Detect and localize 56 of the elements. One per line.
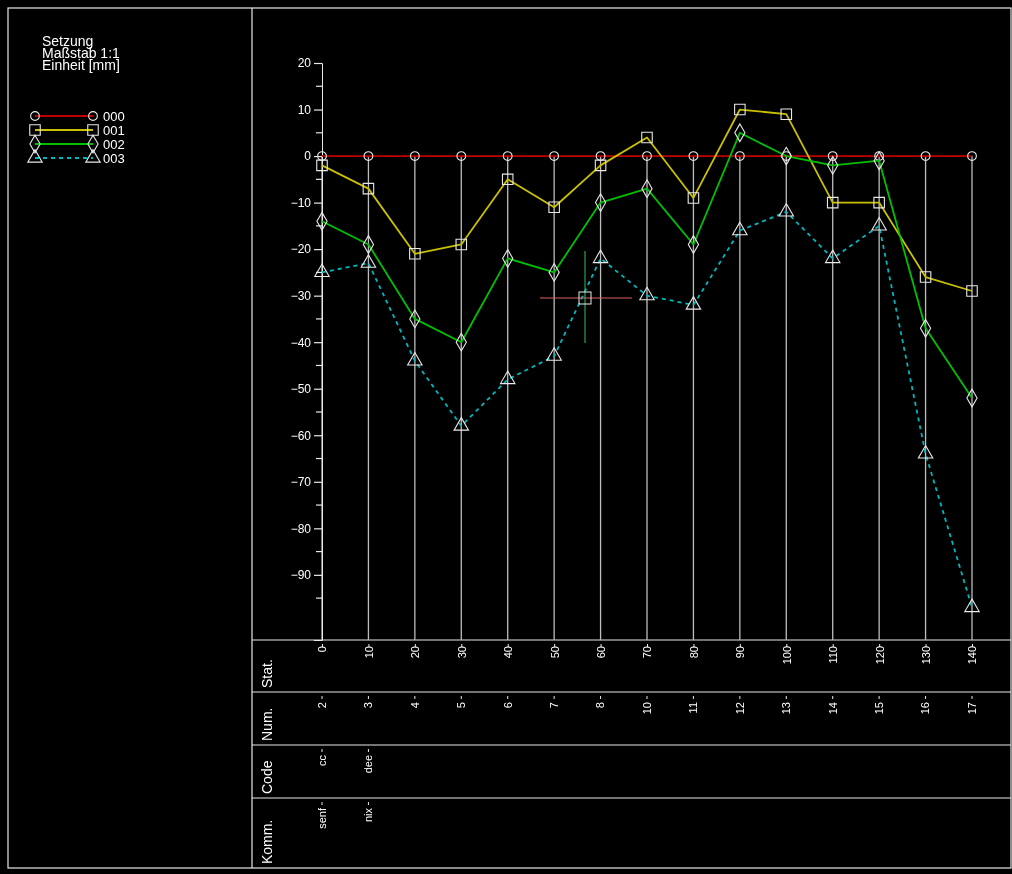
y-tick-label: −90 <box>290 568 312 583</box>
y-tick-label: 20 <box>297 56 312 71</box>
text: senf <box>315 807 328 829</box>
text: Stat. <box>259 659 275 688</box>
text: cc <box>315 754 328 766</box>
text: 17 <box>965 702 978 715</box>
text: 14 <box>826 702 839 715</box>
text: Code <box>259 760 275 794</box>
text: 12 <box>733 702 746 715</box>
y-tick-label: −20 <box>290 242 312 257</box>
x-tick-label: 90 <box>734 646 747 659</box>
text: 16 <box>919 702 932 715</box>
y-tick-label: −10 <box>290 195 312 210</box>
text: 2 <box>315 702 328 709</box>
x-tick-label: 140 <box>966 646 979 665</box>
legend-label: 002 <box>103 136 125 152</box>
x-tick-label: 130 <box>919 646 932 665</box>
text: Num. <box>259 707 275 741</box>
y-tick-label: −80 <box>290 521 312 536</box>
legend-label: 000 <box>103 108 125 124</box>
text: Komm. <box>259 819 275 864</box>
text: nix <box>362 807 375 823</box>
text: 13 <box>780 702 793 715</box>
y-tick-label: 0 <box>304 149 312 164</box>
text: 3 <box>362 702 375 709</box>
text: dee <box>362 755 375 774</box>
text: 7 <box>547 702 560 709</box>
text: 11 <box>687 702 700 714</box>
x-tick-label: 80 <box>687 646 700 659</box>
x-tick-label: 120 <box>873 646 886 665</box>
x-tick-label: 100 <box>780 646 793 665</box>
legend-label: 003 <box>103 150 125 166</box>
y-tick-label: −60 <box>290 428 312 443</box>
text: 10 <box>640 702 653 715</box>
x-tick-label: 60 <box>594 646 607 659</box>
x-tick-label: 30 <box>455 646 468 659</box>
x-tick-label: 50 <box>548 646 561 659</box>
y-tick-label: 10 <box>297 102 312 117</box>
x-tick-label: 110 <box>827 646 840 664</box>
y-tick-label: −30 <box>290 289 312 303</box>
x-tick-label: 40 <box>502 646 515 659</box>
text: Setzung <box>42 33 94 49</box>
text: 6 <box>501 702 514 709</box>
y-tick-label: −50 <box>290 382 312 397</box>
x-tick-label: 20 <box>409 646 422 659</box>
text: 5 <box>455 702 468 709</box>
text: 8 <box>594 702 607 709</box>
y-tick-label: −70 <box>290 475 312 490</box>
y-tick-label: −40 <box>290 335 312 350</box>
text: 4 <box>408 702 421 709</box>
text: 15 <box>872 702 885 715</box>
x-tick-label: 10 <box>362 646 375 659</box>
x-tick-label: 70 <box>641 646 654 659</box>
text: Einheit [mm] <box>42 57 120 73</box>
x-tick-label: 0 <box>316 646 329 653</box>
legend-label: 001 <box>103 122 125 138</box>
